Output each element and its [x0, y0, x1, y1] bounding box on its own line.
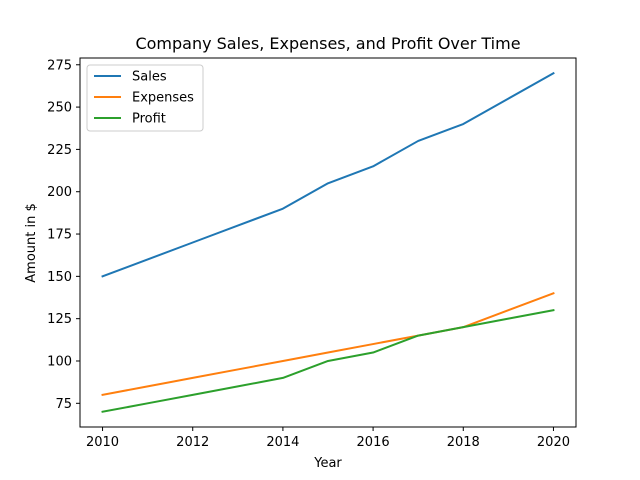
y-tick-label: 75 — [55, 397, 72, 412]
y-tick-label: 275 — [47, 58, 72, 73]
legend-box — [86, 64, 204, 132]
y-tick-label: 150 — [47, 270, 72, 285]
legend-label-sales: Sales — [132, 70, 167, 85]
x-tick-label: 2018 — [447, 435, 480, 450]
legend-label-profit: Profit — [132, 112, 166, 127]
plot-area: 2010 2012 2014 2016 2018 2020 75 100 125 150 175 20… — [47, 57, 577, 450]
y-tick-label: 225 — [47, 143, 72, 158]
x-tick-label: 2012 — [176, 435, 209, 450]
series-line-expenses — [101, 291, 555, 397]
x-tick-label: 2014 — [266, 435, 299, 450]
x-tick-label: 2010 — [86, 435, 119, 450]
x-tick-label: 2020 — [537, 435, 570, 450]
legend-label-expenses: Expenses — [132, 91, 194, 106]
axes-frame — [79, 57, 577, 428]
y-tick-label: 100 — [47, 354, 72, 369]
series-line-profit — [101, 309, 555, 413]
legend: Sales Expenses Profit — [86, 64, 204, 132]
y-tick-label: 200 — [47, 185, 72, 200]
y-axis-label: Amount in $ — [24, 203, 39, 282]
x-tick-label: 2016 — [357, 435, 390, 450]
y-tick-label: 175 — [47, 228, 72, 243]
chart-title: Company Sales, Expenses, and Profit Over… — [135, 34, 520, 53]
series-line-sales — [101, 71, 555, 278]
y-tick-label: 250 — [47, 101, 72, 116]
y-tick-label: 125 — [47, 312, 72, 327]
x-axis-label: Year — [313, 456, 342, 471]
